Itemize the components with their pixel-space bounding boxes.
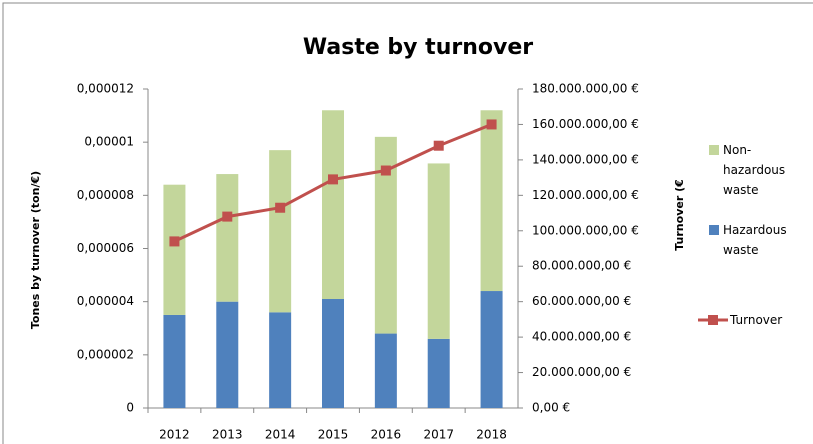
y-tick-label: 0 bbox=[126, 401, 134, 415]
line-marker bbox=[433, 140, 444, 151]
legend-label: Non-hazardous waste bbox=[723, 143, 786, 197]
x-tick-label: 2017 bbox=[423, 428, 454, 442]
y2-tick-label: 20.000.000,00 € bbox=[532, 365, 631, 379]
bar bbox=[427, 338, 450, 408]
y2-tick-label: 160.000.000,00 € bbox=[532, 117, 639, 131]
y2-tick-label: 120.000.000,00 € bbox=[532, 188, 639, 202]
bar bbox=[480, 110, 503, 292]
line-marker bbox=[275, 202, 286, 213]
y-tick-label: 0,000006 bbox=[77, 241, 134, 255]
y2-tick-label: 180.000.000,00 € bbox=[532, 82, 639, 96]
y2-tick-label: 100.000.000,00 € bbox=[532, 223, 639, 237]
line-marker bbox=[222, 211, 233, 222]
y-axis-label: Tones by turnover (ton/€) bbox=[29, 171, 42, 329]
bar bbox=[216, 301, 239, 408]
x-tick-label: 2018 bbox=[476, 428, 507, 442]
y2-axis-label: Turnover (€ bbox=[673, 179, 686, 251]
bar bbox=[322, 110, 344, 300]
x-tick-label: 2014 bbox=[265, 428, 296, 442]
y2-tick-label: 40.000.000,00 € bbox=[532, 330, 631, 344]
x-tick-label: 2016 bbox=[371, 428, 402, 442]
y-tick-label: 0,000012 bbox=[77, 82, 134, 96]
bar bbox=[427, 163, 450, 339]
bar bbox=[216, 174, 239, 302]
line-marker bbox=[380, 165, 391, 176]
bar bbox=[322, 299, 344, 408]
bar bbox=[269, 312, 292, 408]
line-marker bbox=[169, 236, 180, 247]
y2-tick-label: 0,00 € bbox=[532, 401, 570, 415]
x-tick-label: 2013 bbox=[212, 428, 243, 442]
y2-tick-label: 60.000.000,00 € bbox=[532, 294, 631, 308]
legend-swatch bbox=[709, 225, 719, 235]
y2-tick-label: 80.000.000,00 € bbox=[532, 259, 631, 273]
bar bbox=[374, 333, 397, 408]
x-tick-label: 2015 bbox=[318, 428, 349, 442]
x-tick-label: 2012 bbox=[159, 428, 190, 442]
bar bbox=[269, 150, 292, 313]
bar bbox=[374, 136, 397, 334]
y-tick-label: 0,000008 bbox=[77, 188, 134, 202]
line-marker bbox=[486, 119, 497, 130]
y-tick-label: 0,000002 bbox=[77, 347, 134, 361]
legend-label: Hazardous waste bbox=[723, 223, 787, 257]
bar bbox=[163, 314, 186, 408]
legend-swatch bbox=[709, 145, 719, 155]
y-tick-label: 0,00001 bbox=[84, 135, 134, 149]
y-tick-label: 0,000004 bbox=[77, 294, 134, 308]
chart-title: Waste by turnover bbox=[303, 35, 533, 60]
legend-swatch bbox=[708, 315, 718, 325]
line-marker bbox=[328, 174, 338, 185]
y2-tick-label: 140.000.000,00 € bbox=[532, 152, 639, 166]
bar bbox=[480, 291, 503, 408]
bar bbox=[163, 184, 186, 315]
legend-label: Turnover bbox=[730, 313, 783, 327]
